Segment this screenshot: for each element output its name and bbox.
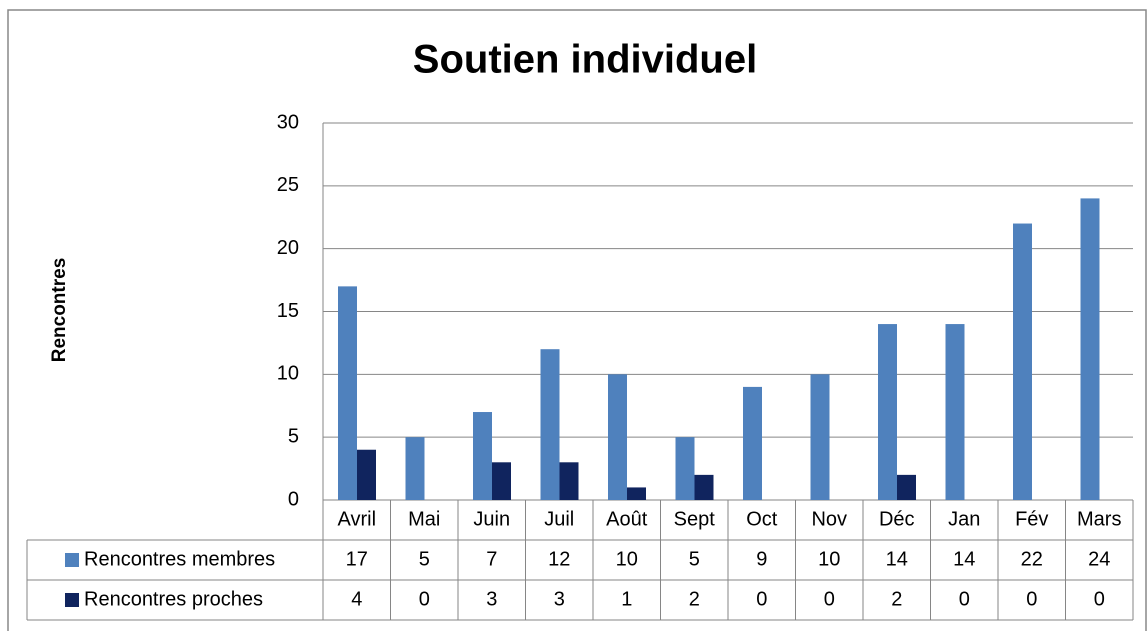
x-tick-label: Déc xyxy=(879,508,915,530)
bar xyxy=(878,324,897,500)
x-tick-label: Fév xyxy=(1015,508,1048,530)
bar xyxy=(694,474,714,500)
y-tick-label: 15 xyxy=(277,300,299,322)
bar xyxy=(608,374,627,500)
y-tick-label: 0 xyxy=(288,488,299,510)
table-value: 0 xyxy=(419,588,430,610)
chart-title: Soutien individuel xyxy=(413,38,757,82)
bar xyxy=(675,437,695,500)
bar xyxy=(743,386,762,500)
y-tick-label: 30 xyxy=(277,111,299,133)
table-value: 3 xyxy=(554,588,565,610)
table-value: 14 xyxy=(953,548,975,570)
x-tick-label: Nov xyxy=(811,508,847,530)
table-value: 10 xyxy=(818,548,840,570)
table-value: 0 xyxy=(959,588,970,610)
x-tick-label: Juin xyxy=(473,508,510,530)
bar xyxy=(338,286,357,500)
table-value: 5 xyxy=(689,548,700,570)
y-tick-label: 20 xyxy=(277,237,299,259)
legend-label: Rencontres proches xyxy=(84,588,263,610)
bar xyxy=(897,474,916,500)
bar xyxy=(1080,198,1100,500)
x-tick-label: Mars xyxy=(1077,508,1121,530)
table-value: 10 xyxy=(616,548,638,570)
x-tick-label: Août xyxy=(606,508,648,530)
table-value: 1 xyxy=(621,588,632,610)
table-value: 22 xyxy=(1021,548,1043,570)
bar xyxy=(1013,223,1032,501)
legend-label: Rencontres membres xyxy=(84,548,275,570)
bar xyxy=(810,374,830,500)
bar xyxy=(627,487,646,500)
table-value: 17 xyxy=(346,548,368,570)
y-tick-label: 25 xyxy=(277,174,299,196)
table-value: 3 xyxy=(486,588,497,610)
x-tick-label: Mai xyxy=(408,508,440,530)
table-value: 14 xyxy=(886,548,908,570)
bar xyxy=(945,324,965,500)
bar xyxy=(492,462,511,500)
table-value: 9 xyxy=(756,548,767,570)
bar xyxy=(540,349,560,500)
table-value: 12 xyxy=(548,548,570,570)
bar xyxy=(559,462,579,500)
table-value: 2 xyxy=(891,588,902,610)
table-value: 0 xyxy=(824,588,835,610)
bar xyxy=(357,449,376,500)
table-value: 0 xyxy=(1026,588,1037,610)
table-value: 0 xyxy=(1094,588,1105,610)
y-tick-label: 10 xyxy=(277,363,299,385)
table-value: 0 xyxy=(756,588,767,610)
table-value: 2 xyxy=(689,588,700,610)
table-value: 24 xyxy=(1088,548,1110,570)
table-value: 5 xyxy=(419,548,430,570)
x-tick-label: Jan xyxy=(948,508,980,530)
chart-border xyxy=(7,9,1147,636)
bar xyxy=(405,437,425,500)
y-axis-label: Rencontres xyxy=(49,258,70,363)
x-tick-label: Sept xyxy=(674,508,716,530)
table-value: 4 xyxy=(351,588,362,610)
table-value: 7 xyxy=(486,548,497,570)
legend-swatch xyxy=(65,593,79,607)
y-tick-label: 5 xyxy=(288,425,299,447)
legend-swatch xyxy=(65,553,79,567)
x-tick-label: Oct xyxy=(746,508,778,530)
x-tick-label: Juil xyxy=(544,508,574,530)
x-tick-label: Avril xyxy=(337,508,376,530)
bar xyxy=(473,412,492,500)
